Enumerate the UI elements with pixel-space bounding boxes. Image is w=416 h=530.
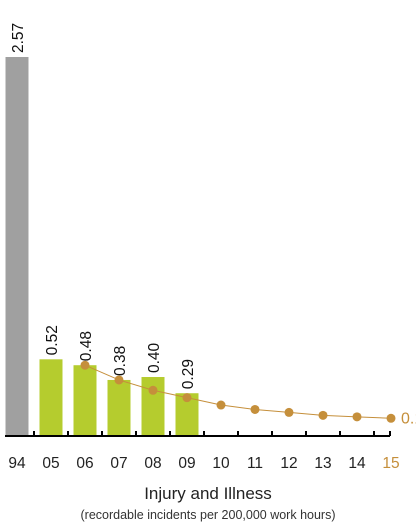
bar-value-label-07: 0.38 <box>112 346 129 376</box>
x-tick-label-15: 15 <box>382 455 399 472</box>
trend-point-13 <box>318 410 328 420</box>
bar-06 <box>73 365 97 436</box>
x-tick-label-07: 07 <box>110 455 127 472</box>
trend-point-14 <box>352 412 362 422</box>
x-tick-label-13: 13 <box>314 455 331 472</box>
x-tick-label-12: 12 <box>280 455 297 472</box>
bar-value-label-94: 2.57 <box>10 23 27 53</box>
trend-point-06 <box>80 360 90 370</box>
x-tick-label-14: 14 <box>348 455 366 472</box>
x-axis-title: Injury and Illness <box>144 484 272 503</box>
x-tick-label-08: 08 <box>144 455 161 472</box>
x-tick-label-10: 10 <box>212 455 230 472</box>
x-tick-label-09: 09 <box>178 455 195 472</box>
trend-point-11 <box>250 404 260 414</box>
bar-value-label-05: 0.52 <box>44 325 61 355</box>
bar-value-label-09: 0.29 <box>180 359 197 389</box>
trend-point-10 <box>216 400 226 410</box>
trend-point-12 <box>284 407 294 417</box>
bar-09 <box>175 393 199 436</box>
bar-07 <box>107 379 131 436</box>
trend-line <box>84 364 392 419</box>
trend-point-08 <box>148 385 158 395</box>
x-tick-label-94: 94 <box>8 455 26 472</box>
trend-end-label: 0.12 <box>401 410 416 427</box>
trend-point-07 <box>114 375 124 385</box>
bar-94 <box>5 57 29 436</box>
x-tick-label-05: 05 <box>42 455 59 472</box>
trend-point-15 <box>386 413 396 423</box>
x-axis-subtitle: (recordable incidents per 200,000 work h… <box>80 508 336 522</box>
bar-value-label-06: 0.48 <box>78 331 95 361</box>
bar-value-label-08: 0.40 <box>146 342 163 373</box>
bar-05 <box>39 359 63 436</box>
x-tick-label-11: 11 <box>247 455 263 472</box>
trend-point-09 <box>182 393 192 403</box>
x-tick-label-06: 06 <box>76 455 93 472</box>
